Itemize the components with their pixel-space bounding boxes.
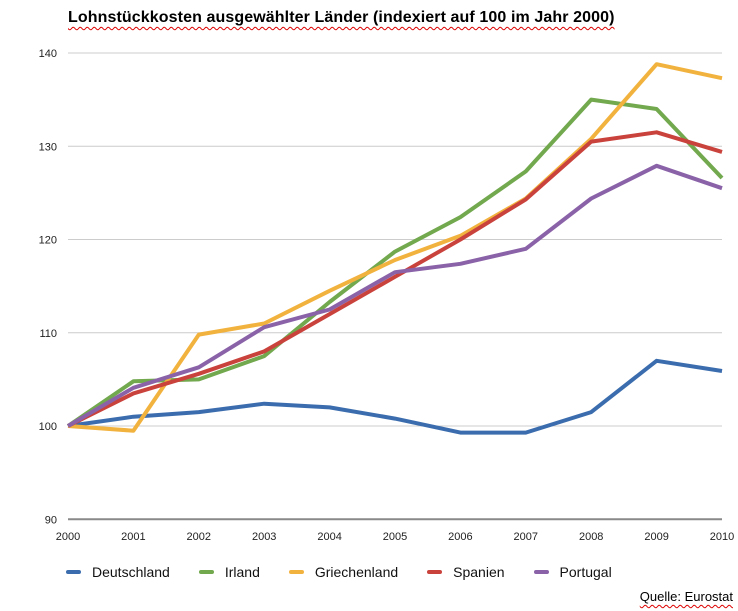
y-tick-label: 90	[45, 514, 57, 526]
legend-swatch-griechenland	[288, 570, 304, 574]
y-tick-label: 130	[39, 141, 57, 153]
legend-label: Portugal	[559, 564, 612, 580]
x-tick-label: 2001	[121, 531, 145, 543]
legend-swatch-portugal	[533, 570, 549, 574]
x-tick-label: 2004	[317, 531, 341, 543]
x-tick-label: 2003	[252, 531, 276, 543]
legend-label: Deutschland	[92, 564, 170, 580]
y-tick-label: 100	[39, 421, 57, 433]
line-chart: 140 130 120 110 100 90 2000 2001 2002 2003 2004 200…	[39, 48, 735, 543]
series-line-spanien	[67, 130, 723, 428]
x-tick-label: 2010	[710, 531, 734, 543]
x-tick-label: 2007	[514, 531, 538, 543]
x-tick-label: 2002	[187, 531, 211, 543]
legend-item-irland: Irland	[198, 564, 260, 580]
x-tick-label: 2009	[644, 531, 668, 543]
x-tick-label: 2008	[579, 531, 603, 543]
legend-label: Griechenland	[314, 564, 399, 580]
series-line-portugal	[66, 163, 723, 428]
x-tick-label: 2006	[448, 531, 472, 543]
y-tick-label: 120	[39, 235, 57, 247]
series-line-deutschland	[67, 358, 723, 435]
x-tick-label: 2005	[383, 531, 407, 543]
legend-label: Irland	[224, 564, 260, 580]
y-tick-label: 140	[39, 48, 57, 60]
legend-label: Spanien	[453, 564, 505, 580]
series-line-griechenland	[67, 62, 723, 433]
legend-swatch-deutschland	[66, 570, 81, 574]
legend-item-deutschland: Deutschland	[66, 564, 170, 580]
legend: Deutschland Irland Griechenland Spanien Port…	[66, 564, 612, 580]
chart-title: Lohnstückkosten ausgewählter Länder (ind…	[68, 9, 615, 26]
legend-swatch-spanien	[427, 570, 443, 574]
x-tick-label: 2000	[56, 531, 80, 543]
legend-item-spanien: Spanien	[427, 564, 505, 580]
source-note: Quelle: Eurostat	[639, 589, 733, 604]
legend-item-portugal: Portugal	[533, 564, 612, 580]
legend-swatch-irland	[198, 570, 214, 574]
y-tick-label: 110	[39, 328, 57, 340]
legend-item-griechenland: Griechenland	[288, 564, 399, 580]
